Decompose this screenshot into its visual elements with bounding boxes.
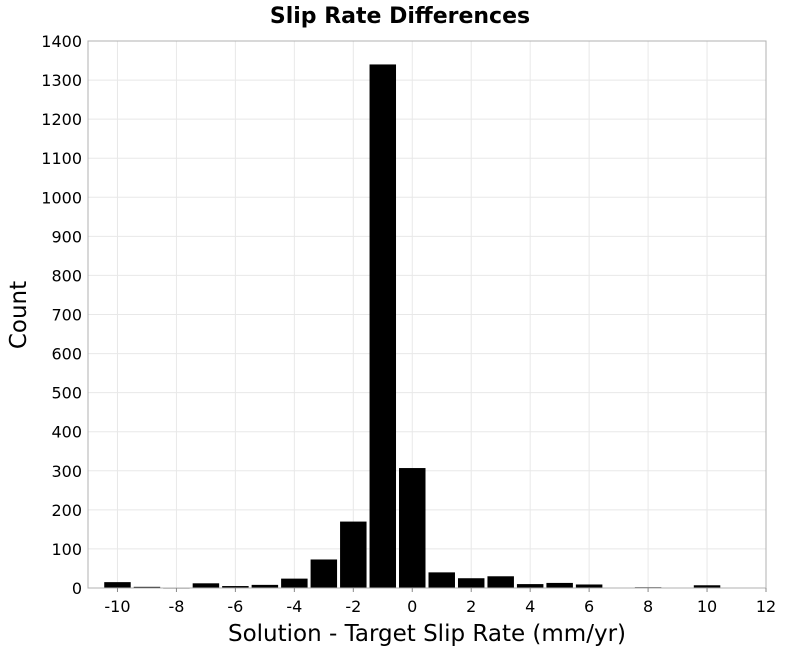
histogram-bar: [369, 64, 397, 588]
y-tick-label: 300: [51, 462, 82, 481]
x-tick-label: -4: [286, 597, 302, 616]
histogram-bar: [487, 576, 514, 588]
y-axis-label: Count: [6, 281, 32, 349]
y-tick-label: 200: [51, 501, 82, 520]
histogram-bar: [693, 585, 721, 588]
histogram-bar: [457, 578, 485, 588]
grid-lines: [88, 40, 767, 589]
y-tick-label: 1100: [41, 149, 82, 168]
x-tick-label: 8: [643, 597, 653, 616]
histogram-bar: [192, 583, 220, 588]
plot-frame: [87, 40, 767, 589]
histogram-bar: [340, 521, 367, 588]
y-tick-label: 700: [51, 306, 82, 325]
y-tick-label: 100: [51, 540, 82, 559]
x-tick-label: 4: [525, 597, 535, 616]
histogram-bar: [104, 582, 131, 588]
y-tick-label: 1000: [41, 188, 82, 207]
x-tick-label: 0: [407, 597, 417, 616]
chart-title: Slip Rate Differences: [270, 4, 530, 29]
y-tick-label: 600: [51, 345, 82, 364]
bars: [104, 64, 721, 589]
histogram-bar: [222, 586, 249, 588]
histogram-bar: [251, 584, 279, 588]
y-tick-label: 0: [72, 579, 82, 598]
x-tick-label: 10: [697, 597, 717, 616]
y-tick-labels: 0 100 200 300 400 500 600 700 800 900 1000 1100 1200…: [41, 32, 82, 598]
y-tick-label: 900: [51, 227, 82, 246]
histogram-bar: [399, 468, 426, 588]
x-tick-label: -2: [345, 597, 361, 616]
y-tick-label: 800: [51, 266, 82, 285]
x-tick-label: 6: [584, 597, 594, 616]
y-tick-label: 1400: [41, 32, 82, 51]
histogram-bar: [575, 584, 603, 588]
histogram-bar: [516, 584, 544, 588]
histogram-bar: [133, 586, 161, 588]
histogram-bar: [310, 559, 338, 588]
x-tick-labels: -10 -8 -6 -4 -2 0 2 4 6 8 10 12: [104, 588, 776, 616]
histogram-bar: [546, 582, 573, 588]
y-tick-label: 1300: [41, 71, 82, 90]
y-tick-label: 400: [51, 423, 82, 442]
x-tick-label: -8: [168, 597, 184, 616]
x-tick-label: 2: [466, 597, 476, 616]
y-tick-label: 500: [51, 384, 82, 403]
y-tick-label: 1200: [41, 110, 82, 129]
x-tick-label: 12: [756, 597, 776, 616]
x-tick-label: -6: [227, 597, 243, 616]
histogram-bar: [428, 572, 455, 588]
histogram-bar: [281, 578, 308, 588]
x-tick-label: -10: [104, 597, 130, 616]
x-axis-label: Solution - Target Slip Rate (mm/yr): [228, 621, 626, 647]
